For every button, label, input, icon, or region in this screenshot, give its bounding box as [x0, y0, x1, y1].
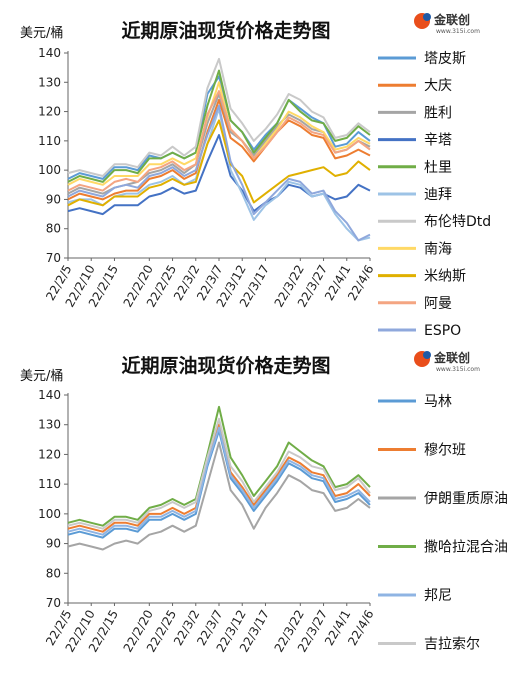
brand-site: www.315i.com	[436, 28, 480, 35]
y-tick-label: 130	[38, 418, 61, 432]
series-line-3	[67, 441, 371, 551]
brand-logo: 金联创 www.315i.com	[414, 350, 480, 373]
legend-label: 穆尔班	[424, 443, 466, 459]
plot-area: 70809010011012013014022/2/522/2/1022/2/1…	[38, 46, 377, 310]
y-tick-label: 90	[46, 537, 61, 551]
chart-panel-2: 近期原油现货价格走势图 美元/桶 金联创 www.315i.com 70 80 90…	[0, 340, 526, 678]
legend-label: 塔皮斯	[424, 51, 466, 67]
legend-label: 米纳斯	[424, 269, 466, 285]
series-line-5	[67, 426, 371, 536]
series-line-2	[67, 98, 371, 201]
legend-label: 迪拜	[424, 187, 452, 203]
legend-label: 辛塔	[424, 133, 452, 149]
series-line-11	[67, 104, 371, 242]
series-line-7	[67, 57, 371, 177]
series-line-5	[67, 69, 371, 183]
y-unit-label: 美元/桶	[20, 26, 63, 41]
y-tick-label: 80	[46, 222, 61, 236]
chart-1: 近期原油现货价格走势图 美元/桶 金联创 www.315i.com 70 80 90…	[20, 12, 491, 339]
y-tick-label: 140	[38, 388, 61, 402]
legend-label: ESPO	[424, 323, 461, 339]
brand-site: www.315i.com	[436, 366, 480, 373]
y-tick-label: 120	[38, 447, 61, 461]
series-line-6	[67, 417, 371, 530]
legend-label: 阿曼	[424, 296, 452, 312]
chart-title: 近期原油现货价格走势图	[121, 354, 330, 377]
brand-logo: 金联创 www.315i.com	[414, 12, 480, 35]
series-line-10	[67, 90, 371, 192]
series-line-9	[67, 119, 371, 207]
y-tick-label: 140	[38, 46, 61, 60]
y-tick-label: 70	[46, 251, 61, 265]
y-tick-label: 100	[38, 163, 61, 177]
chart-panel-1: 近期原油现货价格走势图 美元/桶 金联创 www.315i.com 70 80 90…	[20, 12, 491, 339]
y-tick-label: 80	[46, 566, 61, 580]
legend-label: 邦尼	[424, 588, 452, 604]
legend-label: 吉拉索尔	[424, 636, 480, 653]
logo-mark-dot	[423, 13, 431, 21]
legend-label: 南海	[424, 241, 452, 257]
series-line-4	[67, 405, 371, 527]
legend-label: 马林	[424, 394, 452, 410]
chart-2: 近期原油现货价格走势图 美元/桶 金联创 www.315i.com 70 80 90…	[20, 350, 508, 655]
legend-label: 胜利	[424, 105, 452, 121]
chart-title: 近期原油现货价格走势图	[121, 19, 330, 42]
y-tick-label: 130	[38, 75, 61, 89]
legend-label: 杜里	[424, 160, 452, 176]
legend-label: 大庆	[424, 78, 452, 94]
series-line-4	[67, 134, 371, 216]
y-tick-label: 120	[38, 105, 61, 119]
series-line-6	[67, 107, 371, 242]
brand-name: 金联创	[433, 12, 470, 27]
plot-area: 70809010011012013014022/2/522/2/1022/2/1…	[38, 388, 377, 655]
legend-label: 布伦特Dtd	[424, 214, 491, 230]
brand-name: 金联创	[433, 350, 470, 365]
y-tick-label: 70	[46, 596, 61, 610]
y-tick-label: 100	[38, 507, 61, 521]
logo-mark-dot	[423, 351, 431, 359]
series-line-2	[67, 423, 371, 533]
y-tick-label: 110	[38, 134, 61, 148]
legend-label: 撒哈拉混合油	[424, 540, 508, 556]
y-tick-label: 110	[38, 477, 61, 491]
y-tick-label: 90	[46, 192, 61, 206]
legend-label: 伊朗重质原油	[424, 491, 508, 507]
series-line-8	[67, 81, 371, 186]
y-unit-label: 美元/桶	[20, 369, 63, 384]
